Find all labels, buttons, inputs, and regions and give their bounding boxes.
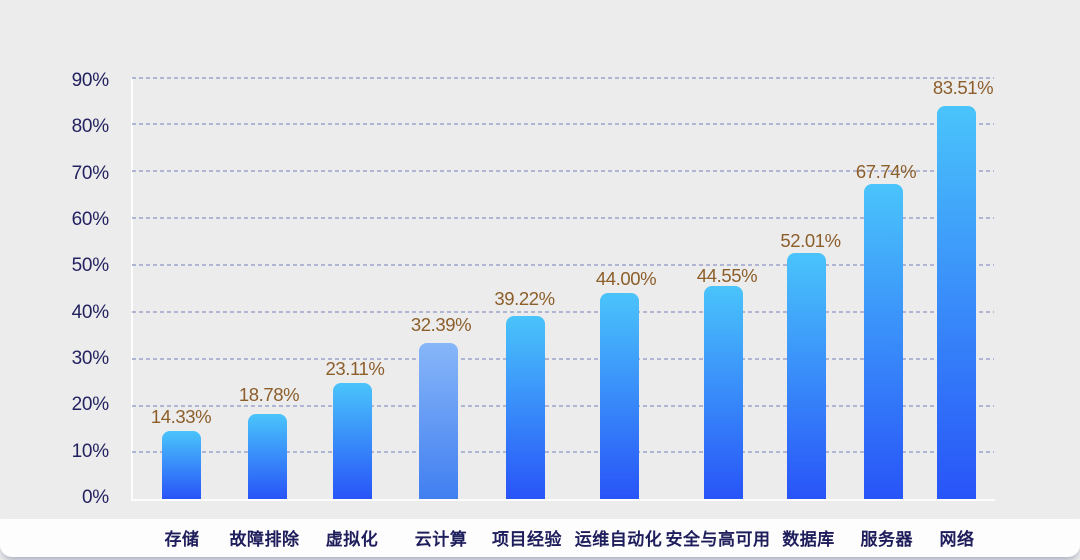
value-label-1: 14.33% [150,405,212,427]
y-tick-label-0: 0% [81,486,109,508]
category-label-2: 故障排除 [229,530,300,549]
gridline-20 [132,404,994,407]
y-tick-label-20: 20% [71,394,110,416]
bar-7-安全与高可用 [703,286,743,500]
bar-1-存储 [162,431,201,500]
y-tick-label-10: 10% [71,440,110,462]
category-label-1: 存储 [164,530,200,549]
gridline-30 [132,357,994,360]
value-label-9: 67.74% [855,160,917,182]
value-label-2: 18.78% [238,383,300,405]
y-tick-label-50: 50% [71,255,110,277]
gridline-70 [132,170,994,173]
bar-9-服务器 [863,184,903,500]
value-label-4: 32.39% [410,313,472,335]
bar-3-虚拟化 [333,383,373,500]
plot-area [131,76,995,502]
value-label-5: 39.22% [494,288,555,309]
gridline-60 [132,217,994,220]
y-tick-label-40: 40% [71,301,110,323]
bar-2-故障排除 [247,413,287,500]
gridline-80 [132,123,994,126]
y-tick-label-60: 60% [71,208,110,230]
value-label-7: 44.55% [696,265,758,286]
bar-8-数据库 [787,253,827,500]
bar-5-项目经验 [505,316,545,500]
gridline-40 [132,310,994,313]
category-label-10: 网络 [939,530,975,549]
category-label-8: 数据库 [782,530,835,549]
category-label-4: 云计算 [414,530,468,549]
y-tick-label-90: 90% [71,69,110,91]
bar-4-云计算 [419,343,458,500]
gridline-90 [132,76,994,79]
category-label-6: 运维自动化 [574,530,663,549]
gridline-10 [132,451,994,454]
value-label-8: 52.01% [780,229,841,251]
gridline-50 [132,263,994,266]
category-label-7: 安全与高可用 [665,530,771,549]
bar-10-网络 [936,106,976,500]
category-label-5: 项目经验 [492,530,562,549]
category-label-3: 虚拟化 [325,530,379,549]
bar-6-运维自动化 [600,292,639,500]
y-tick-label-30: 30% [71,347,110,369]
value-label-10: 83.51% [932,77,994,98]
y-tick-label-70: 70% [71,162,110,184]
category-axis-strip: 存储 故障排除 虚拟化 云计算 项目经验 运维自动化 安全与高可用 数据库 服务器 网络 [0,519,1080,557]
value-label-3: 23.11% [325,357,385,379]
y-tick-label-80: 80% [71,116,110,138]
category-label-9: 服务器 [860,530,914,549]
value-label-6: 44.00% [595,267,657,289]
